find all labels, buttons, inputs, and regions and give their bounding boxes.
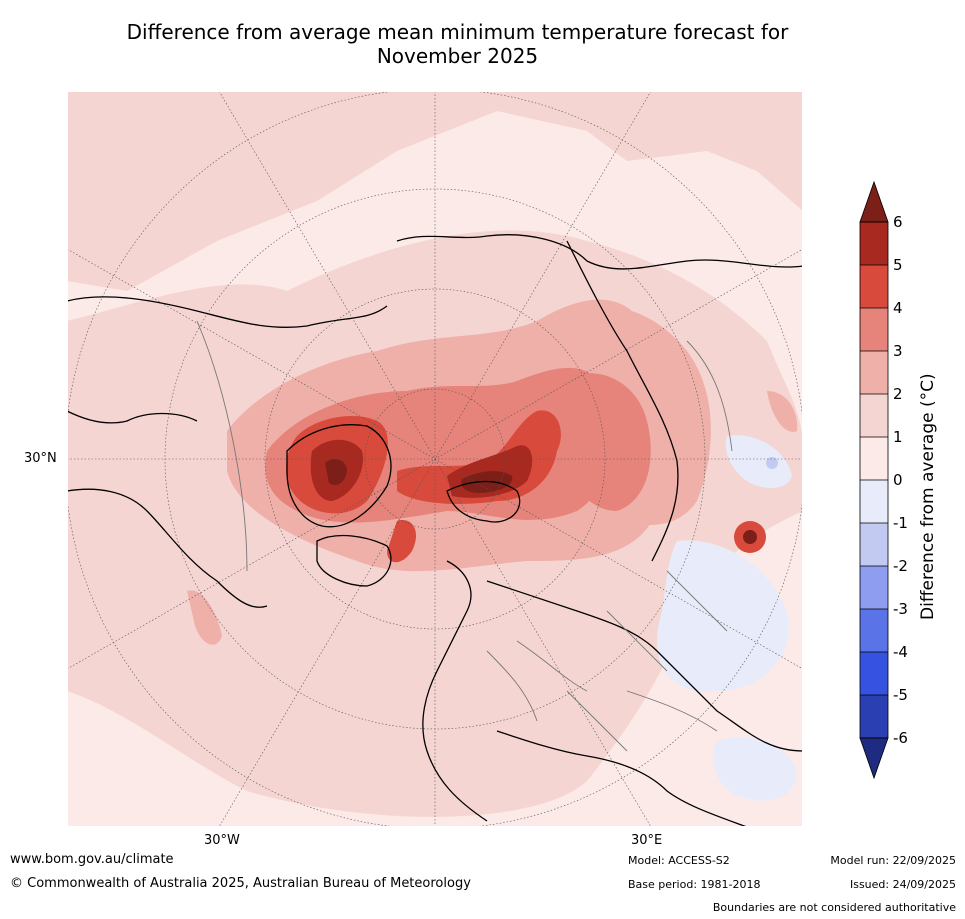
colorbar-segment [860, 695, 888, 738]
colorbar-tick-label: 5 [893, 256, 903, 274]
colorbar-segment [860, 222, 888, 265]
colorbar-label: Difference from average (°C) [918, 373, 938, 620]
colorbar: 6 5 4 3 2 1 0 -1 -2 -3 -4 -5 -6 [859, 180, 908, 780]
model-text: Model: ACCESS-S2 [628, 854, 730, 867]
colorbar-segment [860, 308, 888, 351]
website-link[interactable]: www.bom.gov.au/climate [10, 852, 174, 867]
colorbar-tick-label: 0 [893, 471, 903, 489]
anomaly-3-4-sea [387, 520, 417, 563]
colorbar-segment [860, 480, 888, 523]
longitude-label-30e: 30°E [631, 833, 663, 848]
colorbar-segment [860, 394, 888, 437]
coastlines [67, 234, 803, 827]
anomaly-neg-southeast [713, 737, 797, 801]
issued-text: Issued: 24/09/2025 [849, 878, 956, 891]
colorbar-tick-label: 4 [893, 299, 903, 317]
copyright-text: © Commonwealth of Australia 2025, Austra… [10, 876, 471, 891]
country-borders [196, 320, 733, 752]
colorbar-segment [860, 566, 888, 609]
colorbar-tick-label: 2 [893, 385, 903, 403]
anomaly-neg-spot [766, 457, 778, 469]
anomaly-1-2-region [67, 91, 803, 291]
chart-title: Difference from average mean minimum tem… [60, 20, 855, 68]
base-period-text: Base period: 1981-2018 [628, 878, 761, 891]
colorbar-segment [860, 437, 888, 480]
colorbar-tick-label: -5 [893, 686, 908, 704]
model-run-text: Model run: 22/09/2025 [830, 854, 956, 867]
title-line-1: Difference from average mean minimum tem… [126, 20, 789, 44]
graticule [67, 91, 803, 827]
colorbar-tick-label: 3 [893, 342, 903, 360]
anomaly-hotspot-east-core [743, 530, 757, 544]
anomaly-2-3-southwest [187, 590, 222, 645]
colorbar-tick-label: 1 [893, 428, 903, 446]
anomaly-gt6-west [325, 459, 347, 486]
colorbar-tick-label: -1 [893, 514, 908, 532]
colorbar-tick-label: -6 [893, 729, 908, 747]
colorbar-tick-label: -2 [893, 557, 908, 575]
colorbar-segment [860, 265, 888, 308]
longitude-label-30w: 30°W [204, 833, 240, 848]
anomaly-neg-east [725, 435, 792, 488]
colorbar-extend-bottom [859, 737, 889, 780]
anomaly-2-3-northeast [767, 391, 798, 432]
colorbar-extend-top [859, 180, 889, 223]
title-line-2: November 2025 [376, 44, 539, 68]
colorbar-segment [860, 523, 888, 566]
colorbar-segment [860, 351, 888, 394]
latitude-label-30n: 30°N [24, 451, 57, 466]
colorbar-tick-label: -4 [893, 643, 908, 661]
colorbar-segment [860, 652, 888, 695]
colorbar-segment [860, 609, 888, 652]
colorbar-tick-label: -3 [893, 600, 908, 618]
disclaimer-text: Boundaries are not considered authoritat… [712, 901, 956, 914]
anomaly-neg-central-asia [657, 540, 789, 692]
forecast-map [67, 91, 803, 827]
colorbar-tick-label: 6 [893, 213, 903, 231]
